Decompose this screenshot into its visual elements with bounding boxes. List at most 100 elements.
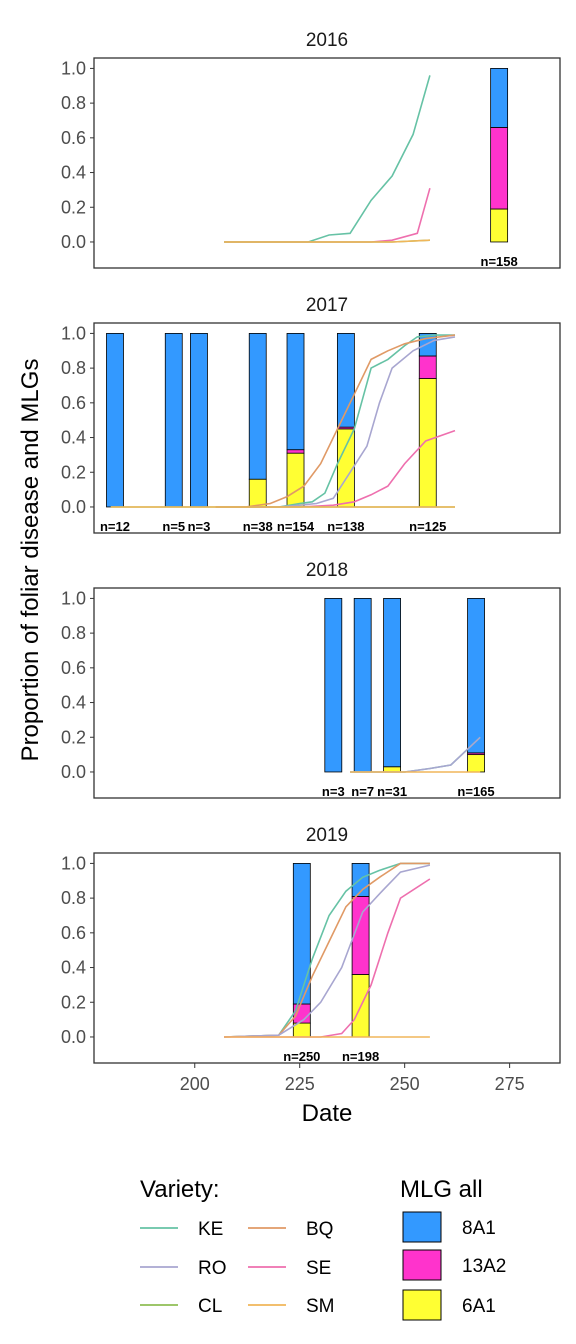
bar-8A1 <box>286 333 305 451</box>
bar-8A1 <box>490 68 509 128</box>
legend-label-13A2: 13A2 <box>462 1256 506 1277</box>
legend-item-6A1: 6A1 <box>402 1289 496 1321</box>
legend-item-CL: CL <box>140 1296 222 1317</box>
bar-stack <box>353 598 372 773</box>
bar-n-label: n=31 <box>377 784 407 799</box>
bar-n-label: n=7 <box>351 784 374 799</box>
bar-6A1 <box>467 754 485 773</box>
y-tick-label: 0.6 <box>61 658 86 678</box>
legend-item-SE: SE <box>248 1258 331 1279</box>
y-tick-label: 1.0 <box>61 58 86 78</box>
panel-border <box>93 322 561 534</box>
bar-stack <box>418 333 437 508</box>
bar-13A2 <box>418 355 437 379</box>
y-tick-label: 1.0 <box>61 588 86 608</box>
bar-8A1 <box>292 863 311 1005</box>
legend-item-BQ: BQ <box>248 1219 333 1240</box>
y-tick-label: 0.8 <box>61 93 86 113</box>
y-tick-label: 0.6 <box>61 393 86 413</box>
bar-stack <box>190 333 208 508</box>
y-tick-label: 0.4 <box>61 958 86 978</box>
y-tick-label: 0.4 <box>61 693 86 713</box>
bar-8A1 <box>353 598 372 773</box>
bar-stack <box>164 333 183 508</box>
bar-6A1 <box>490 208 509 243</box>
bar-n-label: n=3 <box>188 519 211 534</box>
bar-n-label: n=158 <box>481 254 518 269</box>
y-tick-label: 0.0 <box>61 497 86 517</box>
bar-stack <box>248 333 267 508</box>
y-tick-label: 0.6 <box>61 128 86 148</box>
legend-label-8A1: 8A1 <box>462 1218 496 1239</box>
y-tick-label: 0.2 <box>61 462 86 482</box>
x-tick-label: 200 <box>180 1074 210 1094</box>
y-tick-label: 1.0 <box>61 323 86 343</box>
y-tick-label: 0.6 <box>61 923 86 943</box>
y-tick-label: 0.2 <box>61 992 86 1012</box>
x-tick-label: 225 <box>285 1074 315 1094</box>
bar-n-label: n=198 <box>342 1049 379 1064</box>
y-tick-label: 0.2 <box>61 727 86 747</box>
bar-8A1 <box>383 598 401 768</box>
bar-8A1 <box>164 333 183 508</box>
legend-label-6A1: 6A1 <box>462 1296 496 1317</box>
bar-n-label: n=3 <box>322 784 345 799</box>
bar-n-label: n=154 <box>277 519 315 534</box>
bar-6A1 <box>248 478 267 508</box>
panel-2019: 2019 0.0 0.2 0.4 0.6 0.8 1.0 n=250 n=198 <box>61 825 561 1064</box>
bar-6A1 <box>383 766 401 773</box>
legend-label-SM: SM <box>306 1296 335 1317</box>
legend-label-RO: RO <box>198 1258 227 1279</box>
panel-2016: 2016 0.0 0.2 0.4 0.6 0.8 1.0 n=158 <box>61 30 561 269</box>
variety-legend-title: Variety: <box>140 1176 220 1203</box>
bar-n-label: n=125 <box>409 519 446 534</box>
line-KE <box>224 862 430 1038</box>
x-axis-title: Date <box>302 1100 353 1127</box>
bar-8A1 <box>467 598 485 754</box>
legend-label-KE: KE <box>198 1219 223 1240</box>
legend-label-CL: CL <box>198 1296 222 1317</box>
y-tick-label: 0.8 <box>61 888 86 908</box>
bar-stack <box>467 598 485 773</box>
legend-label-SE: SE <box>306 1258 331 1279</box>
bar-n-label: n=12 <box>100 519 130 534</box>
y-tick-label: 0.0 <box>61 1027 86 1047</box>
bar-stack <box>351 863 370 1038</box>
bar-stack <box>106 333 124 508</box>
legend-swatch-8A1 <box>402 1211 442 1243</box>
x-tick-label: 250 <box>390 1074 420 1094</box>
y-tick-label: 0.2 <box>61 197 86 217</box>
bar-13A2 <box>490 127 509 210</box>
bar-6A1 <box>336 428 355 508</box>
bar-13A2 <box>286 449 305 454</box>
legend-item-RO: RO <box>140 1258 227 1279</box>
y-tick-label: 0.8 <box>61 623 86 643</box>
legend-item-KE: KE <box>140 1219 223 1240</box>
y-tick-label: 0.0 <box>61 232 86 252</box>
line-SM <box>224 239 430 243</box>
legend-item-13A2: 13A2 <box>402 1249 506 1281</box>
bar-stack <box>383 598 401 773</box>
bar-6A1 <box>418 378 437 508</box>
bar-stack <box>490 68 509 243</box>
y-tick-label: 0.4 <box>61 428 86 448</box>
y-tick-label: 1.0 <box>61 853 86 873</box>
line-BQ <box>215 334 456 508</box>
bar-8A1 <box>106 333 124 508</box>
panel-2017: 2017 0.0 0.2 0.4 0.6 0.8 1.0 n=12 n=5 n=3 n=38 n=15… <box>61 295 561 534</box>
bar-n-label: n=138 <box>327 519 364 534</box>
legend-swatch-13A2 <box>402 1249 442 1281</box>
bar-8A1 <box>190 333 208 508</box>
x-axis: 200 225 250 275 <box>180 1063 525 1094</box>
legend-item-SM: SM <box>248 1296 335 1317</box>
panel-title: 2018 <box>306 560 348 581</box>
panel-title: 2017 <box>306 295 348 316</box>
bar-n-label: n=165 <box>457 784 494 799</box>
legend-items: KE RO CL BQ SE SM 8A1 13A2 6A1 <box>140 1211 506 1321</box>
bar-8A1 <box>248 333 267 480</box>
bar-n-label: n=250 <box>283 1049 320 1064</box>
bar-n-label: n=38 <box>243 519 273 534</box>
panels-layer: 2016 0.0 0.2 0.4 0.6 0.8 1.0 n=158 2017 0.0 0.2 0.4… <box>61 30 561 1064</box>
bar-stack <box>336 333 355 508</box>
